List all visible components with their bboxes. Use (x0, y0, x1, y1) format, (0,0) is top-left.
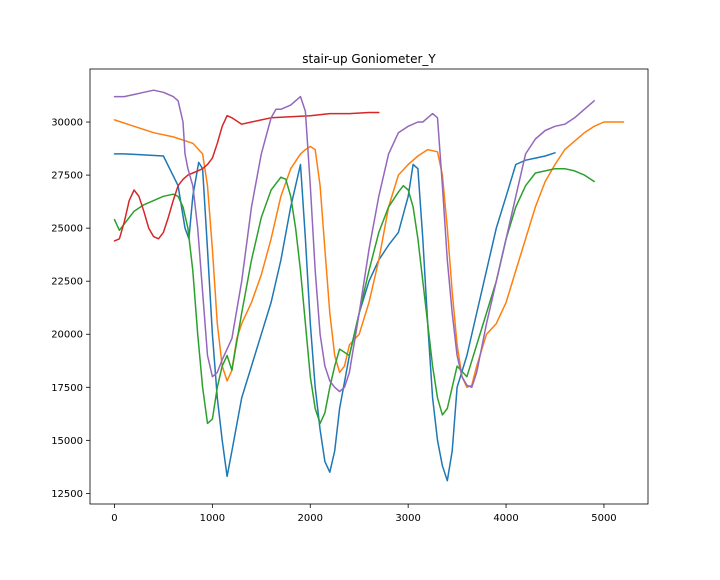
series-layer (113, 89, 625, 482)
series-line-4 (113, 111, 380, 242)
x-tick-label: 5000 (591, 513, 616, 524)
y-tick-label: 25000 (51, 224, 83, 235)
y-tick-label: 12500 (51, 489, 83, 500)
y-tick-label: 22500 (51, 277, 83, 288)
x-axis: 0 1000 2000 3000 4000 5000 (111, 504, 617, 524)
x-tick-label: 1000 (200, 513, 225, 524)
y-tick-label: 30000 (51, 118, 83, 129)
series-line-3 (113, 167, 595, 425)
x-tick-label: 3000 (395, 513, 420, 524)
chart-title: stair-up Goniometer_Y (302, 52, 436, 66)
y-axis: 12500 15000 17500 20000 22500 25000 27500 30000 (51, 118, 90, 500)
series-line-1 (113, 152, 556, 482)
series-line-5 (113, 89, 595, 393)
x-tick-label: 0 (111, 513, 117, 524)
y-tick-label: 20000 (51, 330, 83, 341)
y-tick-label: 17500 (51, 383, 83, 394)
axes-frame (89, 68, 649, 505)
y-tick-label: 27500 (51, 171, 83, 182)
x-tick-label: 2000 (298, 513, 323, 524)
y-tick-label: 15000 (51, 436, 83, 447)
x-tick-label: 4000 (493, 513, 518, 524)
